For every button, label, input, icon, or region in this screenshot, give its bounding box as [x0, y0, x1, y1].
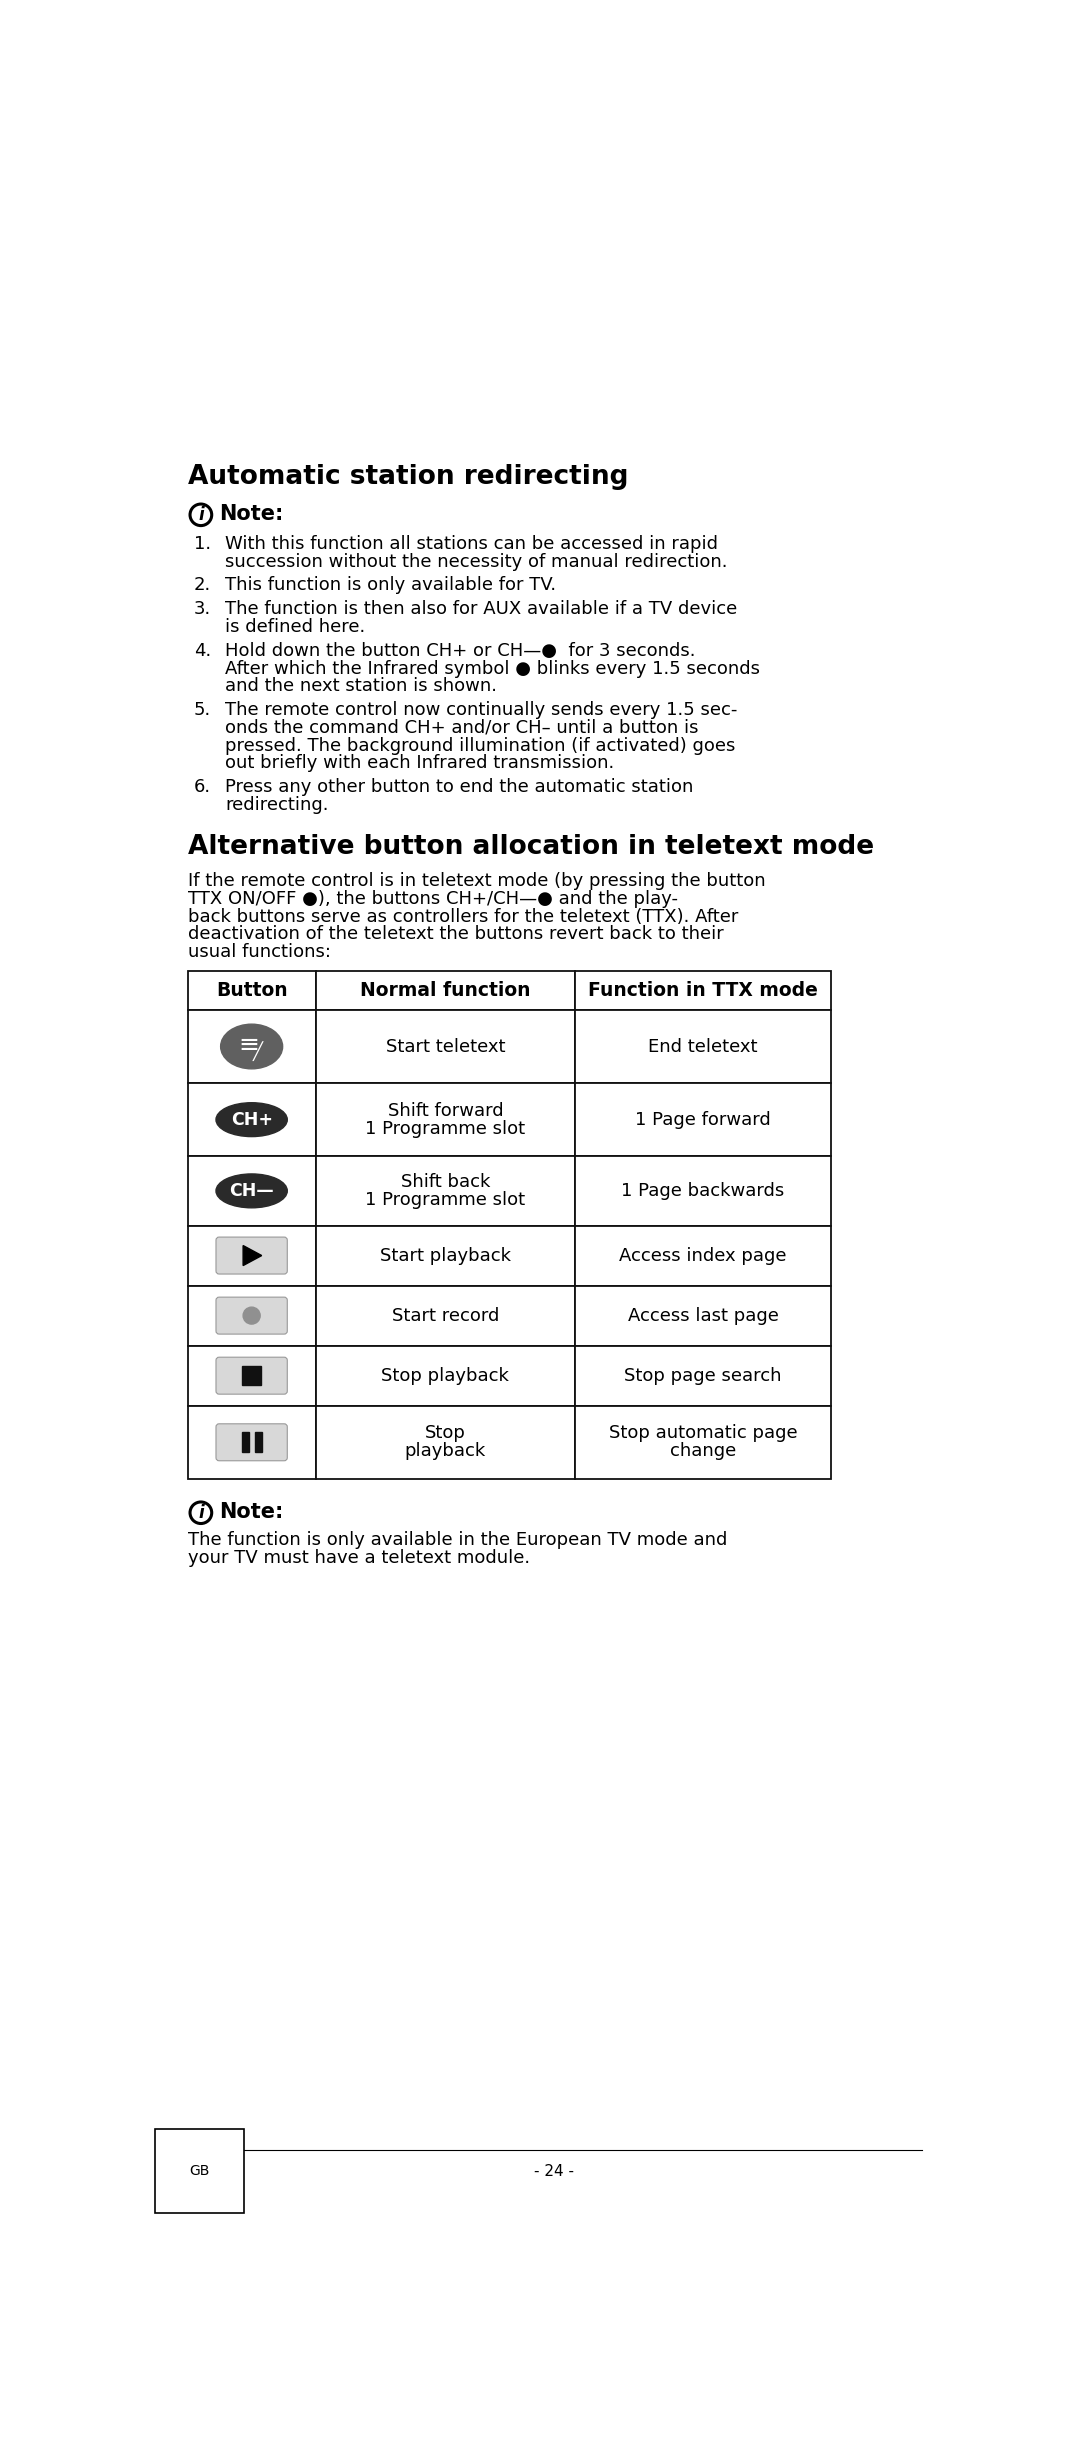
Bar [315, 1407, 576, 1478]
Text: Start playback: Start playback [380, 1247, 511, 1264]
Text: The function is then also for AUX available if a TV device: The function is then also for AUX availa… [225, 601, 738, 619]
Text: change: change [670, 1441, 737, 1461]
FancyBboxPatch shape [216, 1296, 287, 1333]
Text: 1 Page backwards: 1 Page backwards [621, 1181, 785, 1200]
Bar [315, 1009, 576, 1083]
Text: playback: playback [405, 1441, 486, 1461]
Text: This function is only available for TV.: This function is only available for TV. [225, 577, 556, 594]
Text: Access index page: Access index page [619, 1247, 787, 1264]
Text: End teletext: End teletext [648, 1038, 758, 1056]
Text: CH+: CH+ [231, 1110, 272, 1129]
FancyBboxPatch shape [216, 1237, 287, 1274]
Bar [242, 1431, 248, 1453]
Text: After which the Infrared symbol ● blinks every 1.5 seconds: After which the Infrared symbol ● blinks… [225, 660, 760, 678]
Text: The function is only available in the European TV mode and: The function is only available in the Eu… [188, 1532, 727, 1549]
FancyBboxPatch shape [216, 1358, 287, 1394]
Text: 3.: 3. [194, 601, 212, 619]
Text: your TV must have a teletext module.: your TV must have a teletext module. [188, 1549, 530, 1566]
Bar [576, 1083, 831, 1156]
Text: Shift back: Shift back [401, 1173, 490, 1191]
Text: 6.: 6. [194, 778, 211, 795]
Text: is defined here.: is defined here. [225, 619, 365, 636]
Text: succession without the necessity of manual redirection.: succession without the necessity of manu… [225, 552, 728, 570]
Text: Start teletext: Start teletext [386, 1038, 505, 1056]
Bar [576, 1009, 831, 1083]
Bar [576, 1345, 831, 1407]
Text: Shift forward: Shift forward [388, 1102, 503, 1119]
Text: i: i [198, 1505, 204, 1522]
Text: - 24 -: - 24 - [534, 2165, 573, 2180]
Text: Button: Button [216, 982, 287, 999]
Bar [576, 1156, 831, 1225]
Text: 1 Programme slot: 1 Programme slot [365, 1119, 526, 1137]
Text: out briefly with each Infrared transmission.: out briefly with each Infrared transmiss… [225, 754, 615, 773]
Text: Hold down the button CH+ or CH—●  for 3 seconds.: Hold down the button CH+ or CH—● for 3 s… [225, 641, 696, 660]
Ellipse shape [216, 1102, 287, 1137]
Text: Stop: Stop [424, 1424, 465, 1444]
Text: Stop page search: Stop page search [624, 1367, 782, 1385]
Text: ≡: ≡ [238, 1034, 259, 1058]
Circle shape [243, 1306, 260, 1323]
Bar [242, 1367, 261, 1385]
Bar [188, 1156, 315, 1225]
Text: usual functions:: usual functions: [188, 943, 330, 960]
Text: Stop automatic page: Stop automatic page [609, 1424, 797, 1444]
Text: With this function all stations can be accessed in rapid: With this function all stations can be a… [225, 535, 718, 552]
Text: redirecting.: redirecting. [225, 795, 328, 815]
Text: 1 Programme slot: 1 Programme slot [365, 1191, 526, 1208]
Bar [188, 1345, 315, 1407]
Text: deactivation of the teletext the buttons revert back to their: deactivation of the teletext the buttons… [188, 926, 724, 943]
Text: Access last page: Access last page [627, 1306, 779, 1326]
Text: CH—: CH— [229, 1181, 274, 1200]
Bar [255, 1431, 261, 1453]
Bar [188, 1083, 315, 1156]
Ellipse shape [216, 1173, 287, 1208]
Bar [576, 1407, 831, 1478]
Text: Function in TTX mode: Function in TTX mode [589, 982, 818, 999]
Text: Normal function: Normal function [360, 982, 530, 999]
Bar [188, 1225, 315, 1286]
Text: The remote control now continually sends every 1.5 sec-: The remote control now continually sends… [225, 702, 738, 719]
Text: Stop playback: Stop playback [381, 1367, 510, 1385]
Bar [315, 1286, 576, 1345]
Bar [315, 1345, 576, 1407]
Text: If the remote control is in teletext mode (by pressing the button: If the remote control is in teletext mod… [188, 872, 766, 891]
Bar [576, 1286, 831, 1345]
Bar [576, 1225, 831, 1286]
FancyBboxPatch shape [216, 1424, 287, 1461]
Bar [315, 972, 576, 1009]
Bar [576, 972, 831, 1009]
Bar [315, 1225, 576, 1286]
Text: 1 Page forward: 1 Page forward [635, 1110, 771, 1129]
Text: 2.: 2. [194, 577, 212, 594]
Text: pressed. The background illumination (if activated) goes: pressed. The background illumination (if… [225, 736, 735, 754]
Ellipse shape [220, 1024, 283, 1068]
Text: 4.: 4. [194, 641, 212, 660]
Bar [188, 1009, 315, 1083]
Text: Alternative button allocation in teletext mode: Alternative button allocation in teletex… [188, 835, 874, 859]
Text: Press any other button to end the automatic station: Press any other button to end the automa… [225, 778, 693, 795]
Text: Automatic station redirecting: Automatic station redirecting [188, 464, 629, 491]
Text: 5.: 5. [194, 702, 212, 719]
Text: i: i [198, 506, 204, 523]
Text: TTX ON/OFF ●), the buttons CH+/CH—● and the play-: TTX ON/OFF ●), the buttons CH+/CH—● and … [188, 889, 678, 908]
Bar [315, 1083, 576, 1156]
Text: and the next station is shown.: and the next station is shown. [225, 678, 497, 695]
Bar [315, 1156, 576, 1225]
Text: Start record: Start record [392, 1306, 499, 1326]
Text: 1.: 1. [194, 535, 211, 552]
Text: ╱: ╱ [253, 1041, 262, 1061]
Bar [188, 1286, 315, 1345]
Text: GB: GB [189, 2165, 210, 2178]
Text: back buttons serve as controllers for the teletext (TTX). After: back buttons serve as controllers for th… [188, 908, 738, 926]
Text: onds the command CH+ and/or CH– until a button is: onds the command CH+ and/or CH– until a … [225, 719, 699, 736]
Text: Note:: Note: [218, 503, 283, 523]
Polygon shape [243, 1245, 261, 1267]
Text: Note:: Note: [218, 1502, 283, 1522]
Bar [188, 972, 315, 1009]
Bar [188, 1407, 315, 1478]
